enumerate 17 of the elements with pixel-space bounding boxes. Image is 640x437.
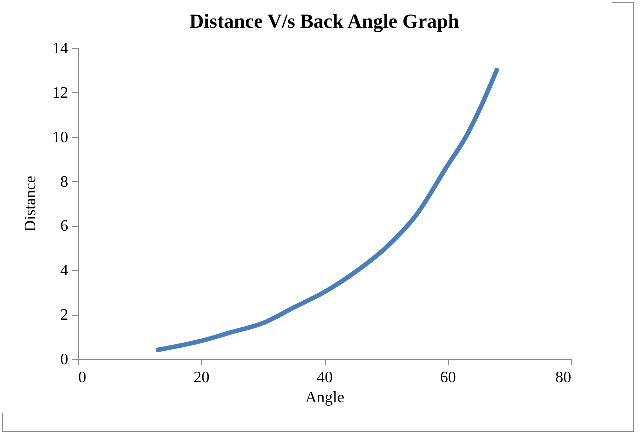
y-tick-label: 14 xyxy=(52,40,68,58)
x-tick-label: 80 xyxy=(556,370,572,386)
x-axis-title: Angle xyxy=(305,390,345,406)
y-tick-label: 12 xyxy=(52,84,68,102)
x-tick-label: 0 xyxy=(78,370,86,386)
x-tick-label: 40 xyxy=(317,370,333,386)
y-tick-label: 2 xyxy=(60,307,68,324)
y-tick-label: 10 xyxy=(52,129,68,146)
x-tick-label: 60 xyxy=(440,370,456,386)
chart-title: Distance V/s Back Angle Graph xyxy=(190,11,460,33)
y-axis-title: Distance xyxy=(22,176,40,232)
y-tick-label: 8 xyxy=(60,174,68,191)
y-tick-label: 6 xyxy=(60,218,68,236)
y-tick-label: 4 xyxy=(60,262,68,280)
line-series xyxy=(156,68,500,352)
x-tick-label: 20 xyxy=(194,370,210,386)
y-tick-label: 0 xyxy=(60,352,68,368)
